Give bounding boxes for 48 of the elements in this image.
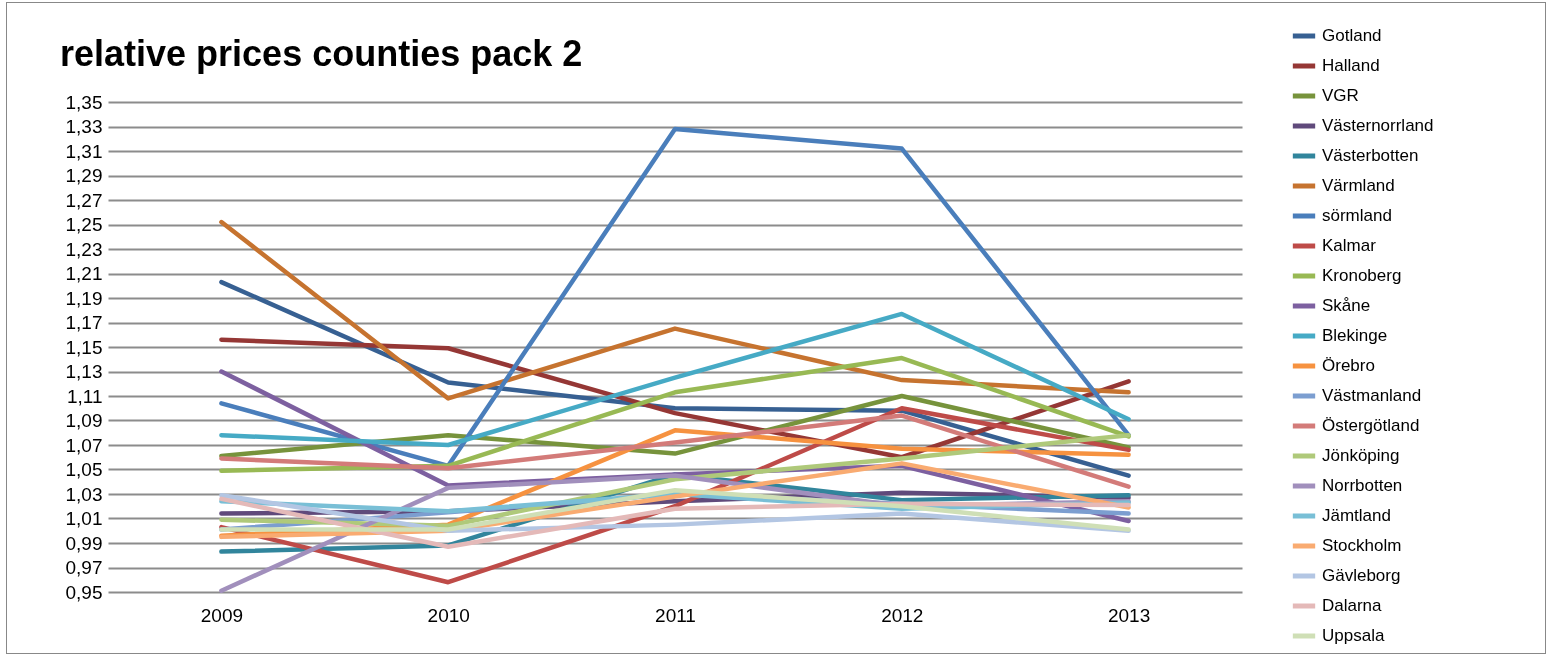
legend-label: Västerbotten xyxy=(1322,146,1419,165)
legend-label: Gävleborg xyxy=(1322,566,1401,585)
chart-title: relative prices counties pack 2 xyxy=(60,33,583,74)
legend-label: Värmland xyxy=(1322,176,1395,195)
y-tick-label: 1,13 xyxy=(65,361,103,382)
y-tick-label: 1,23 xyxy=(65,238,103,260)
y-tick-label: 1,29 xyxy=(65,165,103,186)
y-tick-label: 0,97 xyxy=(65,557,103,578)
x-tick-label: 2009 xyxy=(200,604,244,626)
x-tick-label: 2013 xyxy=(1107,604,1151,626)
legend-label: Kalmar xyxy=(1322,236,1377,255)
x-tick-label: 2012 xyxy=(881,604,924,626)
y-tick-label: 0,99 xyxy=(65,532,103,554)
y-tick-label: 1,03 xyxy=(65,483,103,505)
legend-label: Jönköping xyxy=(1322,446,1400,465)
legend-label: Uppsala xyxy=(1322,626,1385,645)
y-tick-label: 1,01 xyxy=(65,508,103,529)
legend-label: VGR xyxy=(1322,86,1359,105)
legend-label: Halland xyxy=(1322,56,1380,75)
y-tick-label: 1,05 xyxy=(65,459,103,480)
legend-label: Kronoberg xyxy=(1322,266,1402,285)
legend-label: sörmland xyxy=(1322,206,1392,225)
y-tick-label: 1,15 xyxy=(65,336,103,358)
legend-label: Gotland xyxy=(1322,26,1382,45)
x-tick-label: 2010 xyxy=(427,604,470,626)
y-tick-label: 1,19 xyxy=(65,287,103,309)
legend-label: Västernorrland xyxy=(1322,116,1434,135)
legend-label: Jämtland xyxy=(1322,506,1391,525)
y-tick-label: 1,35 xyxy=(65,91,103,113)
y-tick-label: 1,25 xyxy=(65,214,103,235)
legend-label: Norrbotten xyxy=(1322,476,1403,495)
y-tick-label: 1,21 xyxy=(65,263,103,284)
y-tick-label: 1,33 xyxy=(65,116,103,137)
y-tick-label: 1,09 xyxy=(65,410,103,431)
y-tick-label: 1,07 xyxy=(65,434,103,456)
legend-label: Västmanland xyxy=(1322,386,1422,405)
legend-label: Skåne xyxy=(1322,296,1371,315)
x-tick-label: 2011 xyxy=(655,604,696,626)
legend-label: Stockholm xyxy=(1322,536,1402,555)
legend-label: Örebro xyxy=(1322,356,1375,375)
y-tick-label: 1,31 xyxy=(65,140,103,162)
y-tick-label: 1,17 xyxy=(65,312,103,333)
y-tick-label: 0,95 xyxy=(65,581,103,603)
legend-label: Blekinge xyxy=(1322,326,1388,345)
legend-label: Östergötland xyxy=(1322,416,1420,435)
legend-label: Dalarna xyxy=(1322,596,1383,615)
y-tick-label: 1,11 xyxy=(66,385,103,407)
y-tick-label: 1,27 xyxy=(65,189,103,211)
